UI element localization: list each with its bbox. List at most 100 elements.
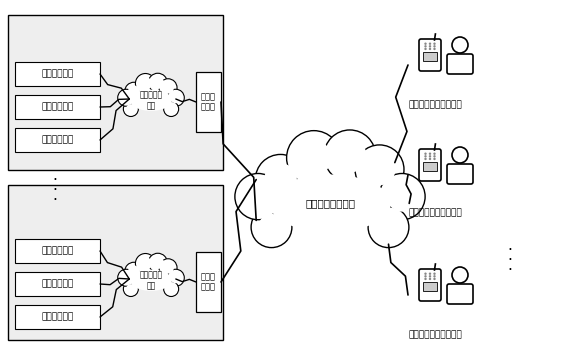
Circle shape xyxy=(164,282,178,296)
Circle shape xyxy=(355,145,404,194)
Text: 无线局域通
信网: 无线局域通 信网 xyxy=(140,271,163,290)
Circle shape xyxy=(139,257,152,270)
FancyBboxPatch shape xyxy=(447,164,473,184)
Circle shape xyxy=(434,158,436,160)
Circle shape xyxy=(324,130,376,182)
Ellipse shape xyxy=(128,266,175,290)
Circle shape xyxy=(148,253,167,272)
Circle shape xyxy=(128,86,140,98)
Circle shape xyxy=(429,48,431,50)
Circle shape xyxy=(452,267,468,283)
Circle shape xyxy=(434,48,436,50)
Bar xyxy=(8,15,223,170)
Circle shape xyxy=(120,92,132,103)
Circle shape xyxy=(139,77,152,90)
Circle shape xyxy=(164,102,178,116)
Circle shape xyxy=(429,45,431,48)
Circle shape xyxy=(434,153,436,155)
Circle shape xyxy=(429,275,431,278)
Circle shape xyxy=(167,269,184,286)
Circle shape xyxy=(128,266,140,278)
Ellipse shape xyxy=(128,86,175,110)
Text: .: . xyxy=(52,178,57,192)
Bar xyxy=(423,162,437,171)
Circle shape xyxy=(434,275,436,278)
Circle shape xyxy=(429,153,431,155)
Text: .: . xyxy=(508,247,512,262)
Text: 移动智能故障定位终端: 移动智能故障定位终端 xyxy=(408,331,462,339)
Circle shape xyxy=(387,181,417,212)
Circle shape xyxy=(452,37,468,53)
Circle shape xyxy=(434,273,436,275)
Circle shape xyxy=(425,155,427,158)
FancyBboxPatch shape xyxy=(419,269,441,301)
Circle shape xyxy=(425,43,427,45)
Bar xyxy=(423,282,437,291)
Circle shape xyxy=(243,181,273,212)
Circle shape xyxy=(287,131,341,185)
Circle shape xyxy=(429,43,431,45)
Circle shape xyxy=(364,153,395,185)
Bar xyxy=(15,128,100,152)
Circle shape xyxy=(167,89,184,106)
Circle shape xyxy=(148,73,167,92)
Circle shape xyxy=(124,262,143,281)
Circle shape xyxy=(264,163,297,196)
Circle shape xyxy=(379,174,425,220)
Circle shape xyxy=(429,273,431,275)
Bar xyxy=(15,62,100,86)
Circle shape xyxy=(166,104,176,114)
Circle shape xyxy=(159,259,177,277)
Text: 故障指示单元: 故障指示单元 xyxy=(41,312,74,322)
Text: .: . xyxy=(52,187,57,202)
Circle shape xyxy=(425,278,427,280)
Text: .: . xyxy=(52,168,57,182)
Circle shape xyxy=(162,262,174,274)
Circle shape xyxy=(425,275,427,278)
Circle shape xyxy=(126,284,136,294)
Text: 无线广域通信网络: 无线广域通信网络 xyxy=(305,198,355,208)
Circle shape xyxy=(434,45,436,48)
Circle shape xyxy=(170,272,181,283)
Circle shape xyxy=(434,278,436,280)
Bar xyxy=(423,51,437,61)
Circle shape xyxy=(258,214,285,240)
Circle shape xyxy=(429,158,431,160)
Text: 故障指示单元: 故障指示单元 xyxy=(41,103,74,111)
Circle shape xyxy=(151,257,164,269)
Bar xyxy=(196,252,221,312)
FancyBboxPatch shape xyxy=(447,54,473,74)
Ellipse shape xyxy=(130,89,172,111)
Circle shape xyxy=(425,45,427,48)
Bar xyxy=(8,185,223,340)
Ellipse shape xyxy=(269,175,391,232)
Bar xyxy=(15,95,100,119)
Circle shape xyxy=(151,77,164,89)
Ellipse shape xyxy=(130,270,172,291)
Text: .: . xyxy=(508,237,512,252)
Circle shape xyxy=(429,278,431,280)
Text: 故障指示单元: 故障指示单元 xyxy=(41,246,74,256)
Circle shape xyxy=(333,139,367,173)
Circle shape xyxy=(136,253,155,273)
Circle shape xyxy=(425,153,427,155)
Text: 故障指示单元: 故障指示单元 xyxy=(41,70,74,78)
Circle shape xyxy=(118,89,135,106)
Text: 移动智能故障定位终端: 移动智能故障定位终端 xyxy=(408,208,462,218)
Text: 无线局域通
信网: 无线局域通 信网 xyxy=(140,91,163,110)
Circle shape xyxy=(425,48,427,50)
Circle shape xyxy=(159,79,177,97)
Circle shape xyxy=(368,207,409,247)
Circle shape xyxy=(235,174,281,220)
Circle shape xyxy=(434,155,436,158)
Circle shape xyxy=(251,207,292,247)
FancyBboxPatch shape xyxy=(447,284,473,304)
Circle shape xyxy=(452,147,468,163)
Circle shape xyxy=(256,154,306,205)
Circle shape xyxy=(166,284,176,294)
Circle shape xyxy=(425,158,427,160)
Text: .: . xyxy=(508,257,512,273)
Circle shape xyxy=(296,140,332,175)
Circle shape xyxy=(126,104,136,114)
Circle shape xyxy=(425,273,427,275)
